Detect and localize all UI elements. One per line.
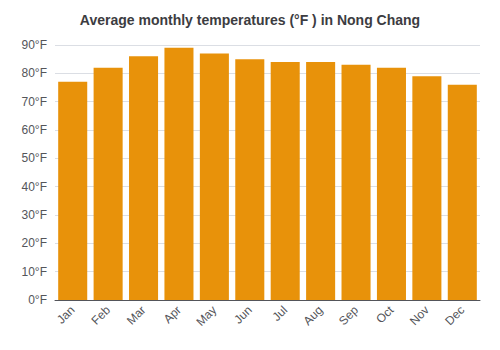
svg-text:Feb: Feb <box>89 303 114 328</box>
svg-text:20°F: 20°F <box>22 236 47 250</box>
svg-text:80°F: 80°F <box>22 66 47 80</box>
svg-text:60°F: 60°F <box>22 123 47 137</box>
svg-text:Average monthly temperatures (: Average monthly temperatures (°F ) in No… <box>80 12 420 28</box>
svg-text:30°F: 30°F <box>22 208 47 222</box>
svg-text:Dec: Dec <box>442 303 467 328</box>
svg-text:Jan: Jan <box>54 303 78 327</box>
svg-text:0°F: 0°F <box>28 293 47 307</box>
svg-text:Oct: Oct <box>373 303 397 327</box>
svg-text:90°F: 90°F <box>22 38 47 52</box>
svg-text:May: May <box>193 303 219 329</box>
svg-text:Mar: Mar <box>124 303 149 327</box>
svg-text:Aug: Aug <box>301 303 326 328</box>
svg-text:Apr: Apr <box>161 303 184 326</box>
svg-text:Jul: Jul <box>269 303 290 324</box>
svg-text:70°F: 70°F <box>22 95 47 109</box>
svg-text:Nov: Nov <box>407 303 432 328</box>
svg-text:40°F: 40°F <box>22 180 47 194</box>
svg-text:50°F: 50°F <box>22 151 47 165</box>
svg-text:Sep: Sep <box>336 303 361 328</box>
svg-text:10°F: 10°F <box>22 265 47 279</box>
svg-text:Jun: Jun <box>231 303 255 327</box>
